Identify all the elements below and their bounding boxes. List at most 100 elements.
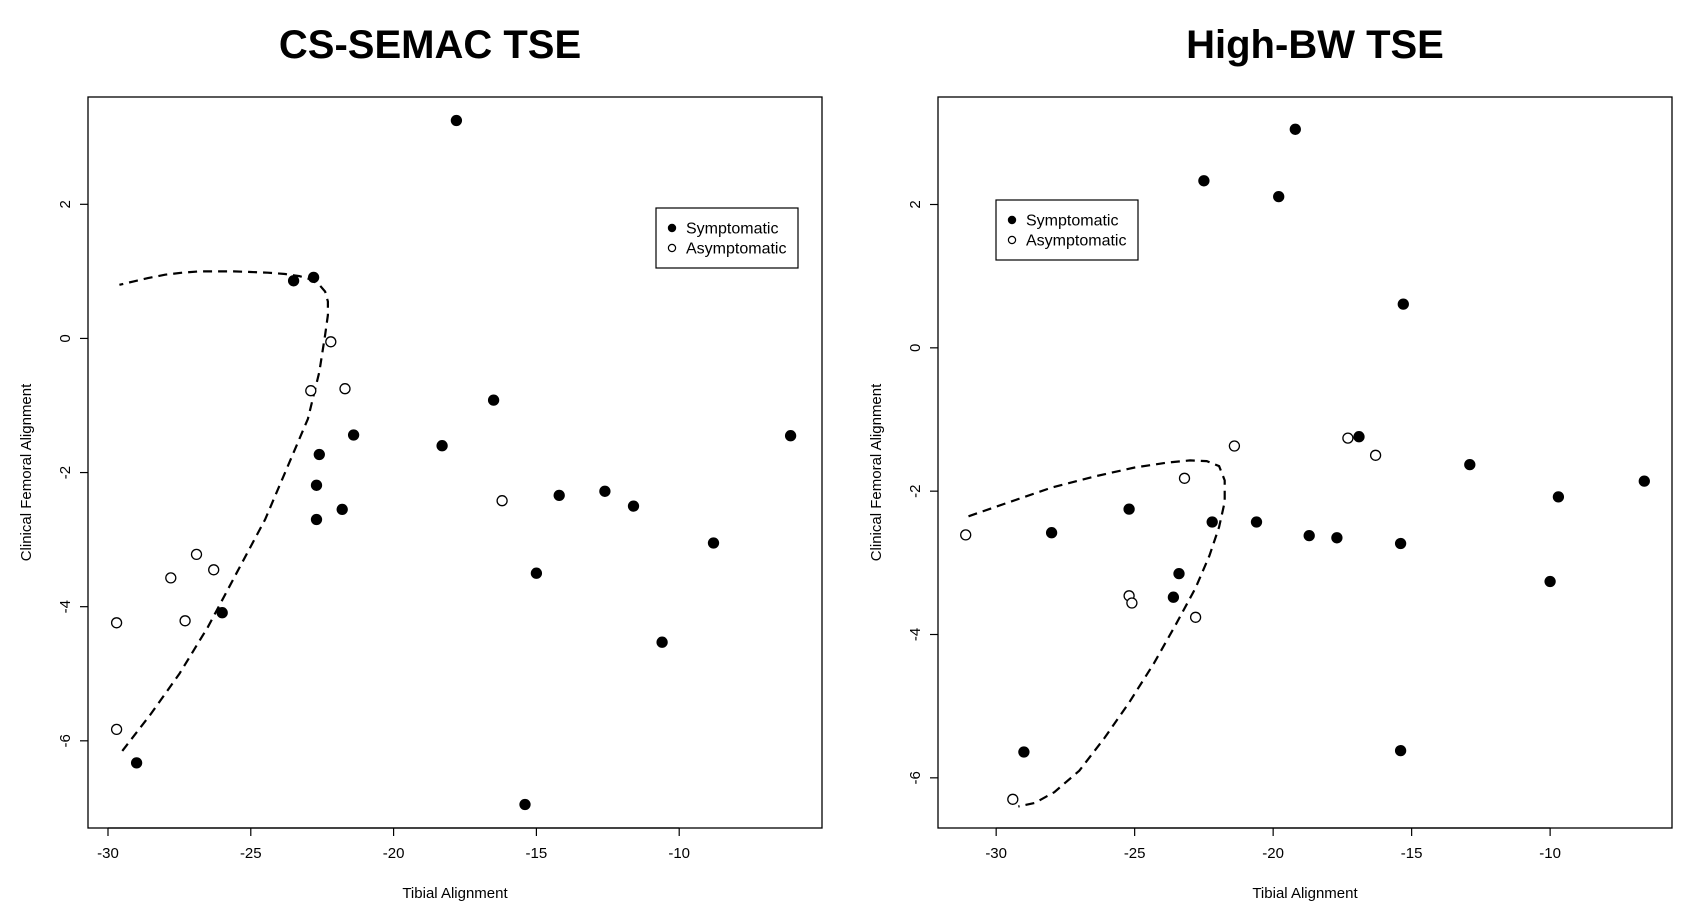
symptomatic-point — [784, 430, 797, 442]
symptomatic-point — [1303, 529, 1315, 542]
x-tick-label: -15 — [526, 845, 548, 862]
x-tick-label: -20 — [383, 845, 405, 862]
symptomatic-point — [599, 485, 611, 497]
dashed-boundary-line — [119, 270, 329, 752]
y-tick-label: -4 — [907, 628, 924, 641]
symptomatic-point — [1123, 503, 1135, 515]
legend-asymptomatic-marker — [1007, 235, 1017, 245]
asymptomatic-point — [110, 617, 123, 629]
asymptomatic-point — [325, 336, 337, 348]
symptomatic-point — [1397, 298, 1409, 310]
plot-frame — [87, 96, 823, 829]
x-tick-label: -25 — [240, 845, 262, 862]
symptomatic-point — [1353, 431, 1365, 443]
legend-box — [995, 199, 1139, 261]
symptomatic-point — [313, 448, 325, 461]
symptomatic-point — [436, 440, 448, 452]
legend: Symptomatic Asymptomatic — [655, 207, 799, 269]
symptomatic-point — [310, 479, 323, 491]
symptomatic-point — [130, 757, 143, 769]
legend-box — [655, 207, 799, 269]
symptomatic-point — [1289, 123, 1301, 135]
symptomatic-point — [1394, 537, 1407, 550]
chart-panel-right: High-BW TSE -30 -25 -20 -15 -10 -6 -4 -2 0 2 Tibial… — [842, 0, 1684, 911]
symptomatic-point — [519, 798, 531, 811]
symptomatic-point — [1018, 746, 1030, 758]
symptomatic-point — [1167, 591, 1180, 603]
y-tick-label: -6 — [57, 734, 74, 747]
legend-label: Symptomatic — [686, 221, 778, 238]
asymptomatic-point — [1228, 440, 1241, 452]
y-tick-label: -4 — [57, 600, 74, 613]
x-axis-label: Tibial Alignment — [402, 885, 508, 902]
x-tick-label: -25 — [1124, 845, 1146, 862]
symptomatic-point — [336, 503, 348, 516]
symptomatic-point — [1173, 567, 1185, 580]
symptomatic-point — [1544, 575, 1556, 588]
symptomatic-point — [1552, 491, 1565, 503]
x-axis-label: Tibial Alignment — [1252, 885, 1358, 902]
chart-right: High-BW TSE-30 -25 -20 -15 -10-6-4-202Tibial… — [868, 23, 1673, 902]
symptomatic-point — [1464, 458, 1476, 471]
symptomatic-point — [1250, 516, 1263, 528]
asymptomatic-point — [208, 564, 220, 576]
asymptomatic-point — [1189, 611, 1202, 623]
x-tick-label: -10 — [668, 845, 690, 862]
legend-label: Asymptomatic — [1026, 233, 1126, 250]
chart-left: CS-SEMAC TSE-30 -25 -20 -15 -10-6-4-202Tibia… — [18, 23, 823, 902]
legend: Symptomatic Asymptomatic — [995, 199, 1139, 261]
y-tick-label: 0 — [57, 334, 74, 342]
symptomatic-point — [1198, 175, 1210, 187]
symptomatic-point — [1638, 475, 1650, 487]
symptomatic-point — [287, 275, 300, 287]
asymptomatic-point — [305, 385, 317, 397]
y-tick-label: -2 — [57, 466, 74, 479]
symptomatic-point — [656, 636, 668, 648]
symptomatic-point — [553, 489, 565, 502]
symptomatic-point — [216, 607, 228, 619]
symptomatic-point — [1331, 532, 1343, 544]
asymptomatic-point — [1007, 793, 1019, 805]
symptomatic-point — [307, 271, 320, 284]
legend-label: Asymptomatic — [686, 241, 786, 258]
legend-asymptomatic-marker — [667, 243, 677, 253]
y-tick-label: -2 — [907, 484, 924, 497]
symptomatic-point — [1206, 516, 1218, 528]
x-tick-label: -30 — [985, 845, 1007, 862]
chart-title: High-BW TSE — [1186, 23, 1444, 67]
symptomatic-point — [450, 114, 463, 127]
asymptomatic-point — [1342, 432, 1354, 444]
x-tick-label: -10 — [1539, 845, 1561, 862]
asymptomatic-point — [1126, 597, 1138, 609]
symptomatic-point — [627, 500, 640, 512]
x-tick-label: -20 — [1262, 845, 1284, 862]
symptomatic-point — [1394, 744, 1407, 757]
x-tick-label: -30 — [97, 845, 119, 862]
symptomatic-point — [1273, 190, 1285, 203]
chart-title: CS-SEMAC TSE — [279, 23, 581, 67]
y-axis-label: Clinical Femoral Alignment — [868, 383, 885, 561]
dashed-boundary-line — [968, 459, 1226, 808]
symptomatic-point — [310, 513, 323, 526]
y-tick-label: 2 — [57, 200, 74, 208]
asymptomatic-point — [110, 723, 123, 736]
asymptomatic-point — [1369, 449, 1382, 461]
y-tick-label: 2 — [907, 200, 924, 208]
asymptomatic-point — [190, 548, 203, 561]
asymptomatic-point — [1178, 472, 1191, 484]
y-axis-label: Clinical Femoral Alignment — [18, 383, 35, 561]
asymptomatic-point — [165, 572, 177, 584]
asymptomatic-point — [339, 383, 351, 395]
legend-symptomatic-marker — [1007, 215, 1017, 225]
legend-label: Symptomatic — [1026, 213, 1118, 230]
asymptomatic-point — [496, 495, 508, 507]
legend-symptomatic-marker — [667, 223, 677, 233]
chart-panel-left: CS-SEMAC TSE -30 -25 -20 -15 -10 -6 -4 -2 0 2 Tibia… — [18, 23, 823, 902]
symptomatic-point — [487, 394, 500, 406]
asymptomatic-point — [179, 615, 191, 627]
asymptomatic-point — [960, 529, 972, 541]
x-tick-label: -15 — [1401, 845, 1423, 862]
y-tick-label: 0 — [907, 344, 924, 352]
symptomatic-point — [530, 567, 543, 579]
symptomatic-point — [1045, 527, 1058, 539]
